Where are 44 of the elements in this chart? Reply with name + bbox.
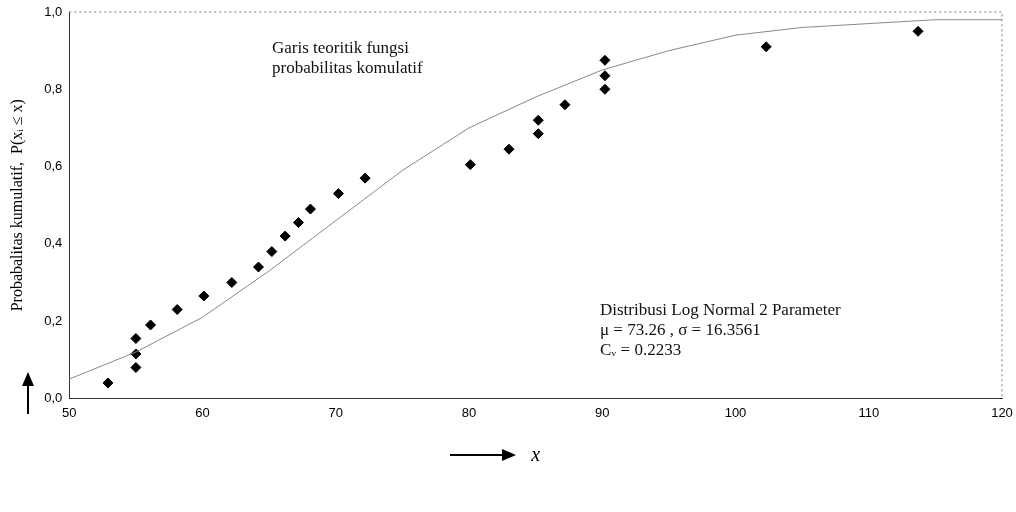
point bbox=[130, 361, 142, 373]
x-axis-title: x bbox=[530, 443, 541, 466]
y-tick-label: 0,6 bbox=[44, 158, 63, 174]
point bbox=[102, 377, 114, 389]
point bbox=[912, 25, 924, 37]
point bbox=[171, 304, 183, 316]
point bbox=[359, 172, 371, 184]
point bbox=[464, 159, 476, 171]
point bbox=[226, 276, 238, 288]
point bbox=[559, 99, 571, 111]
y-axis-title: Probabalitas kumulatif, P(xᵢ ≤ x) bbox=[7, 99, 26, 312]
x-tick-label: 50 bbox=[62, 404, 77, 420]
annotation: Distribusi Log Normal 2 Parameter bbox=[600, 300, 841, 320]
y-tick-label: 0,8 bbox=[44, 80, 63, 96]
point bbox=[130, 333, 142, 345]
point bbox=[599, 83, 611, 95]
x-tick-label: 100 bbox=[724, 404, 747, 420]
point bbox=[266, 246, 278, 258]
point bbox=[599, 54, 611, 66]
x-tick-label: 120 bbox=[991, 404, 1013, 420]
y-tick-label: 0,2 bbox=[44, 312, 63, 328]
y-tick-label: 0,0 bbox=[44, 389, 63, 405]
point bbox=[304, 203, 316, 215]
point bbox=[279, 230, 291, 242]
x-tick-label: 110 bbox=[858, 404, 880, 420]
annotation: μ = 73.26 , σ = 16.3561 bbox=[600, 320, 761, 340]
point bbox=[503, 143, 515, 155]
point bbox=[599, 70, 611, 82]
point bbox=[532, 114, 544, 126]
annotation: Cᵥ = 0.2233 bbox=[600, 340, 682, 360]
x-tick-label: 60 bbox=[195, 404, 210, 420]
point bbox=[252, 261, 264, 273]
y-tick-label: 1,0 bbox=[44, 3, 63, 19]
annotation: Garis teoritik fungsi probabilitas komulatif bbox=[272, 38, 423, 78]
point bbox=[532, 128, 544, 140]
x-tick-label: 80 bbox=[461, 404, 477, 420]
point bbox=[292, 217, 304, 229]
point bbox=[198, 290, 210, 302]
point bbox=[145, 319, 157, 331]
x-tick-label: 90 bbox=[595, 404, 610, 420]
point bbox=[760, 41, 772, 53]
x-tick-label: 70 bbox=[328, 404, 343, 420]
point bbox=[332, 188, 344, 200]
y-tick-label: 0,4 bbox=[44, 235, 63, 251]
